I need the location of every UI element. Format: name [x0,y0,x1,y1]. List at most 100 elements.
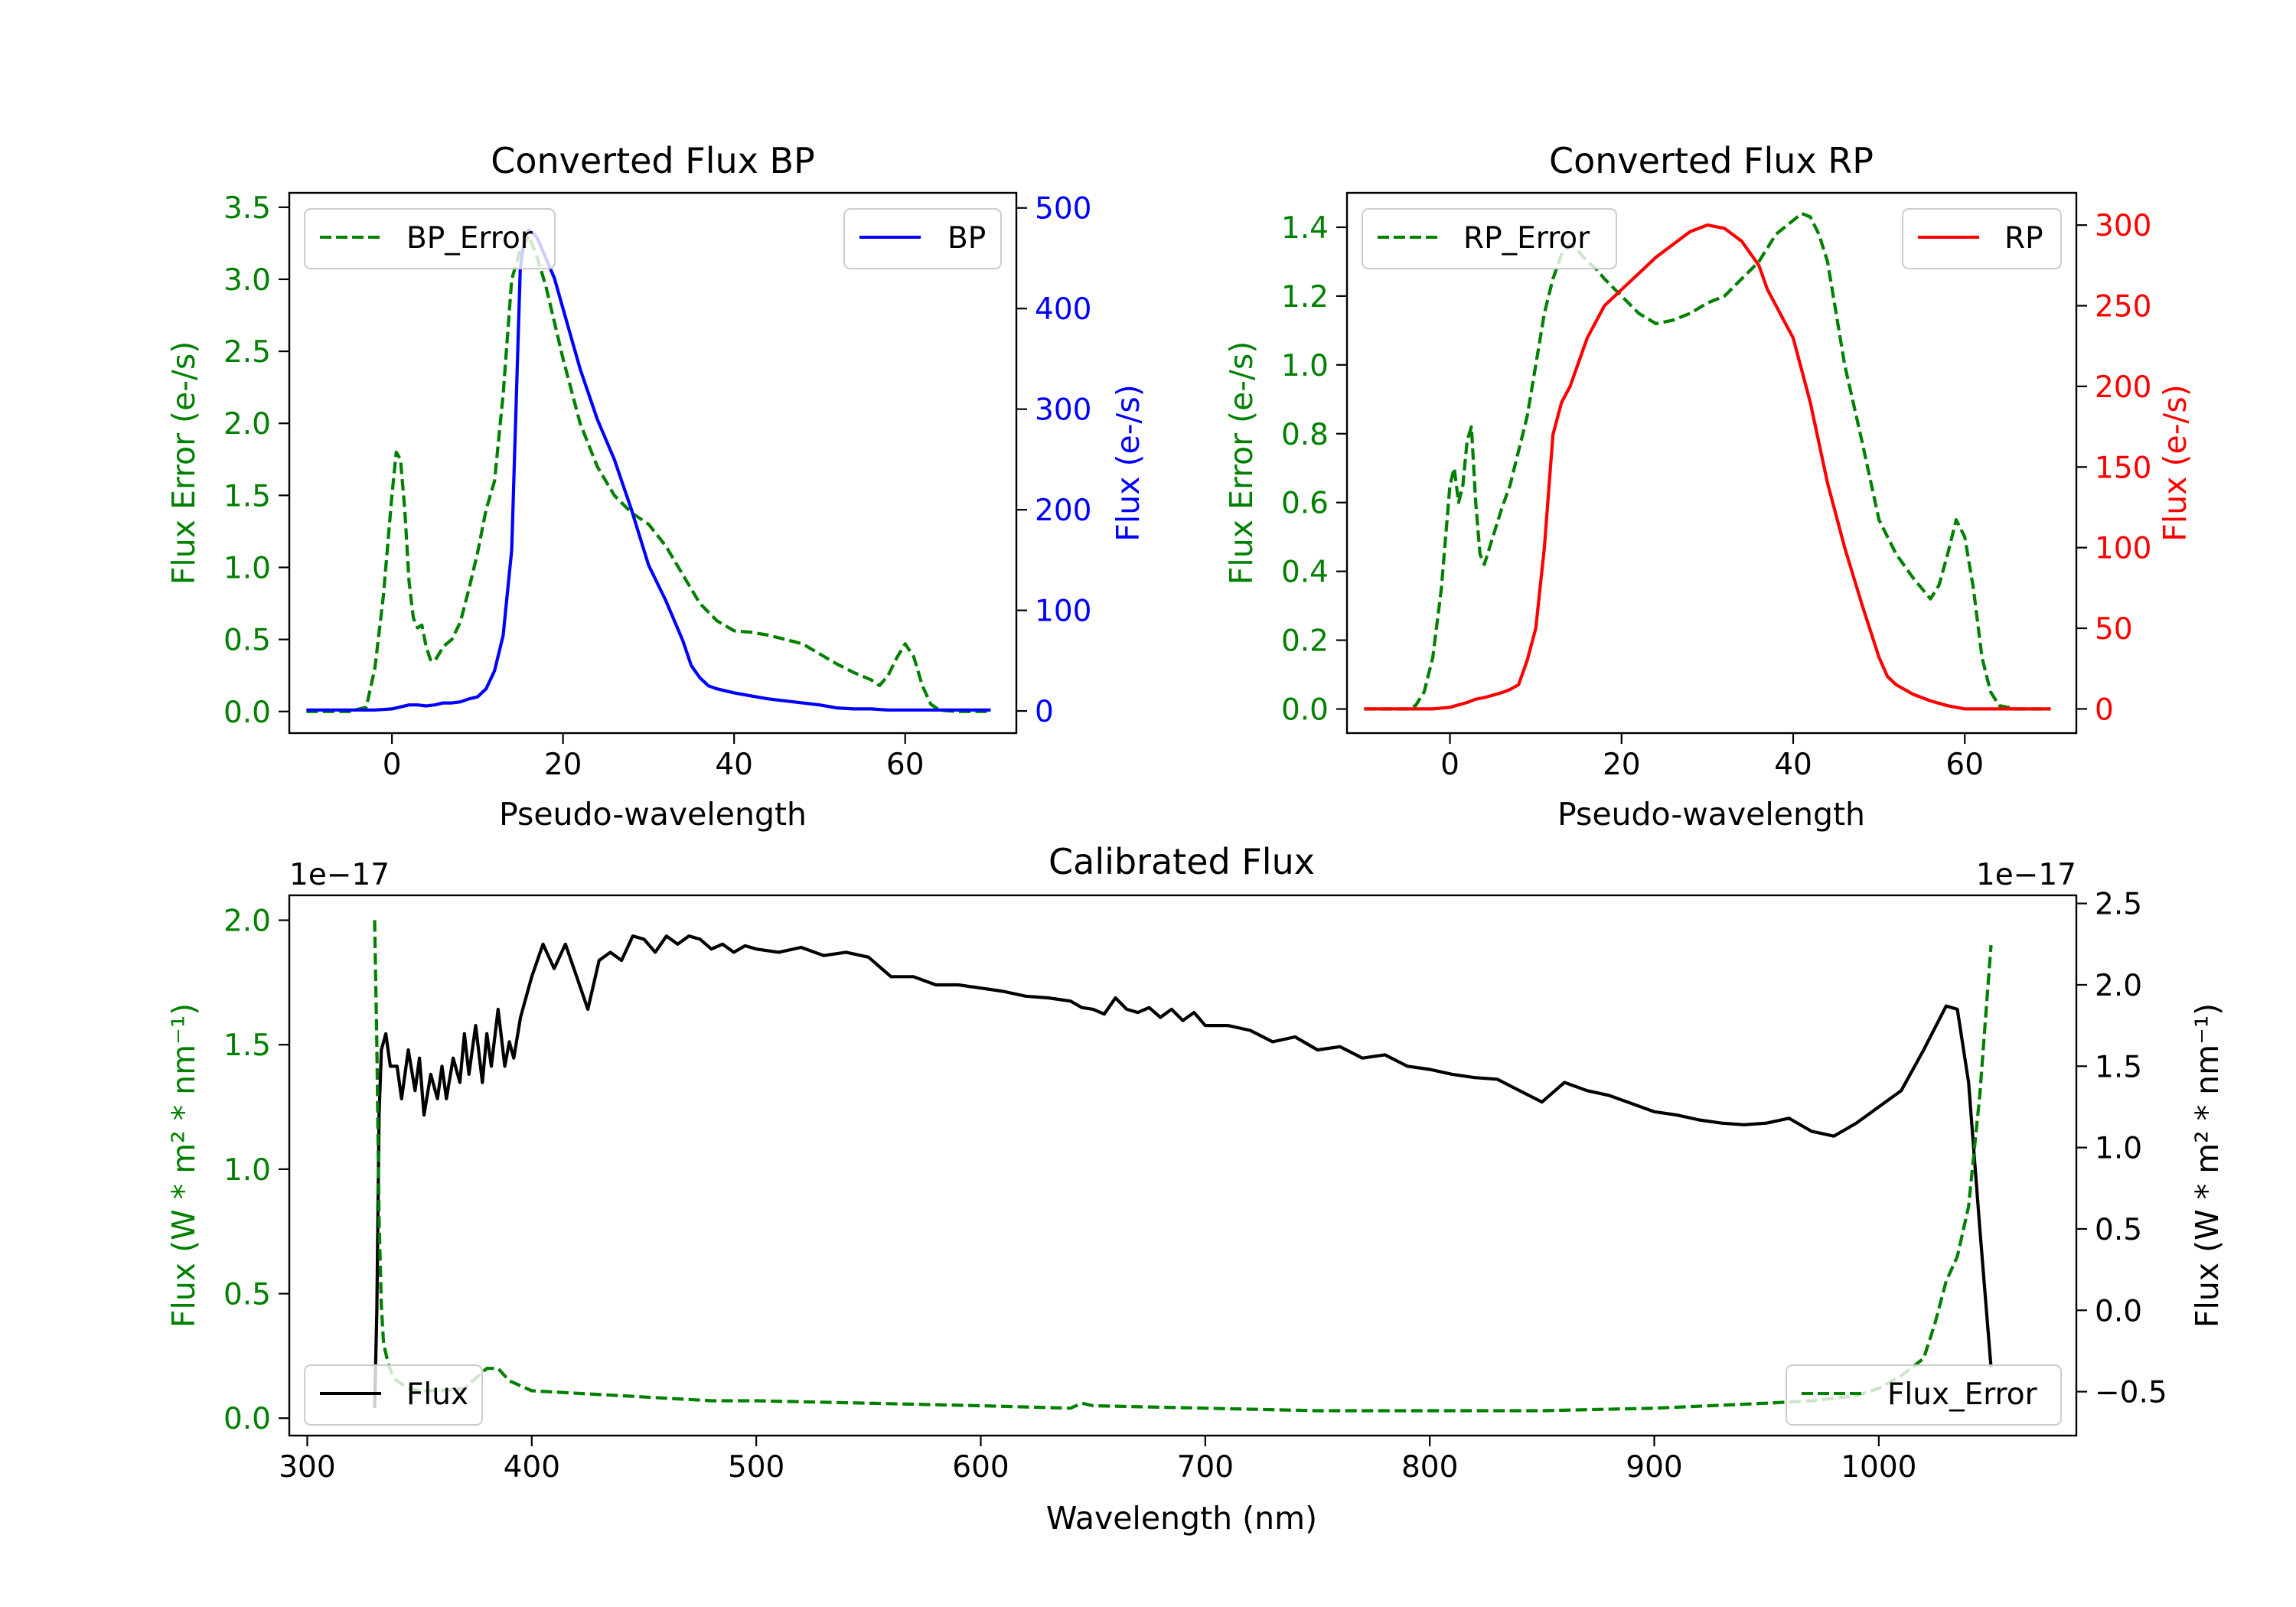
cal-x-tick-label: 400 [504,1450,560,1485]
bp-right-tick-label: 200 [1035,494,1091,528]
rp-plot-area [1364,211,2051,711]
bp-ticks: 0 20 40 60 0.0 0.5 1.0 1.5 2.0 2.5 3.0 3.5 0 100 200 30… [223,191,1091,782]
rp-right-tick-label: 200 [2095,370,2151,405]
rp-right-axis-label: Flux (e-/s) [2157,384,2193,541]
cal-x-tick-label: 500 [728,1450,784,1485]
bp-right-axis-label: Flux (e-/s) [1110,384,1146,541]
rp-title: Converted Flux RP [1549,140,1874,181]
cal-right-tick-label: −0.5 [2095,1376,2167,1410]
cal-series-flux [373,934,1993,1408]
cal-legend-flux-label: Flux [406,1377,468,1412]
cal-x-tick-label: 800 [1401,1450,1458,1485]
bp-panel: Converted Flux BP 0 20 40 60 0.0 0.5 1.0 1.5 2.0… [165,140,1146,833]
rp-left-tick-label: 0.0 [1281,693,1329,728]
rp-ticks: 0 20 40 60 0.0 0.2 0.4 0.6 0.8 1.0 1.2 1.4 0 50 100 150… [1281,209,2151,782]
cal-x-tick-label: 900 [1626,1450,1682,1485]
cal-line-flux [373,934,1993,1408]
rp-left-tick-label: 1.4 [1281,211,1329,246]
rp-panel: Converted Flux RP 0 20 40 60 0.0 0.2 0.4 0.6 0.8… [1223,140,2193,833]
rp-left-axis-label: Flux Error (e-/s) [1223,341,1260,585]
cal-right-tick-label: 0.5 [2095,1213,2142,1247]
bp-left-axis-label: Flux Error (e-/s) [165,341,202,585]
rp-left-tick-label: 0.2 [1281,624,1329,659]
bp-title: Converted Flux BP [491,140,815,181]
rp-right-tick-label: 250 [2095,290,2151,324]
bp-right-tick-label: 100 [1035,595,1091,629]
bp-left-tick-label: 1.5 [223,479,271,513]
bp-right-tick-label: 300 [1035,393,1091,428]
bp-x-tick-label: 60 [886,748,925,782]
rp-left-tick-label: 1.2 [1281,280,1329,315]
cal-axes-frame [288,894,2078,1437]
bp-legend-error-label: BP_Error [406,221,533,256]
rp-x-tick-label: 60 [1945,748,1984,782]
bp-x-tick-label: 20 [544,748,582,782]
cal-right-tick-label: 2.5 [2095,888,2142,922]
cal-right-tick-label: 2.0 [2095,969,2142,1003]
cal-left-tick-label: 1.5 [223,1028,271,1063]
rp-x-tick-label: 20 [1603,748,1641,782]
rp-x-tick-label: 0 [1440,748,1459,782]
cal-title: Calibrated Flux [1049,841,1315,882]
rp-left-tick-label: 1.0 [1281,349,1329,383]
cal-left-tick-label: 0.5 [223,1278,271,1312]
cal-x-tick-label: 700 [1177,1450,1234,1485]
cal-right-offset-text: 1e−17 [1976,858,2076,892]
rp-legend-error-box [1362,208,1617,269]
cal-legend-flux-box [304,1364,483,1426]
bp-series-bp [306,228,991,712]
cal-left-offset-text: 1e−17 [289,858,390,892]
bp-series-bp-error [306,234,991,713]
cal-left-axis-label: Flux (W * m² * nm⁻¹) [165,1003,202,1328]
rp-legend-flux: RP [1902,208,2062,269]
bp-legend-error-box [304,208,556,269]
cal-right-tick-label: 1.5 [2095,1050,2142,1084]
cal-right-tick-label: 0.0 [2095,1294,2142,1328]
rp-series-rp-error [1364,211,2051,711]
rp-right-tick-label: 300 [2095,209,2151,243]
bp-left-tick-label: 1.0 [223,551,271,585]
bp-legend-flux: BP [843,208,1002,269]
rp-left-tick-label: 0.6 [1281,487,1329,521]
cal-legend-error-box [1786,1364,2062,1426]
cal-ticks: 300 400 500 600 700 800 900 1000 0.0 0.5 1.0 1.5 2.0… [223,888,2167,1485]
bp-legend-error: BP_Error [304,208,556,269]
cal-right-axis-label: Flux (W * m² * nm⁻¹) [2189,1003,2226,1328]
rp-legend-flux-box [1902,208,2062,269]
bp-left-tick-label: 0.5 [223,624,271,658]
bp-plot-area [306,228,991,713]
bp-x-tick-label: 40 [715,748,753,782]
cal-right-tick-label: 1.0 [2095,1132,2142,1166]
bp-right-tick-label: 500 [1035,192,1091,227]
rp-series-rp [1364,223,2051,711]
cal-x-axis-label: Wavelength (nm) [1046,1500,1317,1537]
bp-x-axis-label: Pseudo-wavelength [499,796,807,833]
cal-left-tick-label: 1.0 [223,1153,271,1188]
bp-right-tick-label: 400 [1035,292,1091,327]
cal-x-tick-label: 1000 [1841,1450,1916,1485]
cal-x-tick-label: 300 [279,1450,335,1485]
rp-right-tick-label: 50 [2095,612,2133,647]
cal-left-tick-label: 2.0 [223,905,271,939]
rp-x-tick-label: 40 [1774,748,1812,782]
bp-line-bp [306,228,991,712]
bp-left-tick-label: 2.0 [223,407,271,442]
bp-left-tick-label: 2.5 [223,335,271,370]
rp-line-rp-error [1364,211,2051,711]
cal-x-tick-label: 600 [952,1450,1009,1485]
cal-legend-flux: Flux [304,1364,483,1426]
rp-right-tick-label: 150 [2095,451,2151,485]
bp-axes-frame [288,191,1018,735]
rp-x-axis-label: Pseudo-wavelength [1557,796,1865,833]
bp-right-tick-label: 0 [1035,695,1054,729]
cal-panel: Calibrated Flux 1e−17 1e−17 300 400 500 600… [165,841,2226,1537]
rp-legend-error-label: RP_Error [1463,221,1590,256]
bp-line-bp-error [306,234,991,713]
rp-right-tick-label: 0 [2095,693,2114,727]
rp-left-tick-label: 0.4 [1281,556,1329,590]
cal-legend-error-label: Flux_Error [1887,1377,2038,1412]
cal-left-tick-label: 0.0 [223,1402,271,1436]
rp-line-rp [1364,223,2051,711]
rp-legend-flux-label: RP [2004,221,2043,256]
